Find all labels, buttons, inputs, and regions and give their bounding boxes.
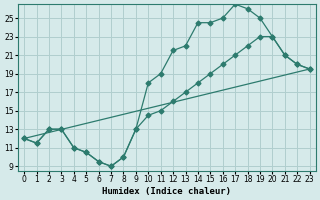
X-axis label: Humidex (Indice chaleur): Humidex (Indice chaleur) — [102, 187, 231, 196]
